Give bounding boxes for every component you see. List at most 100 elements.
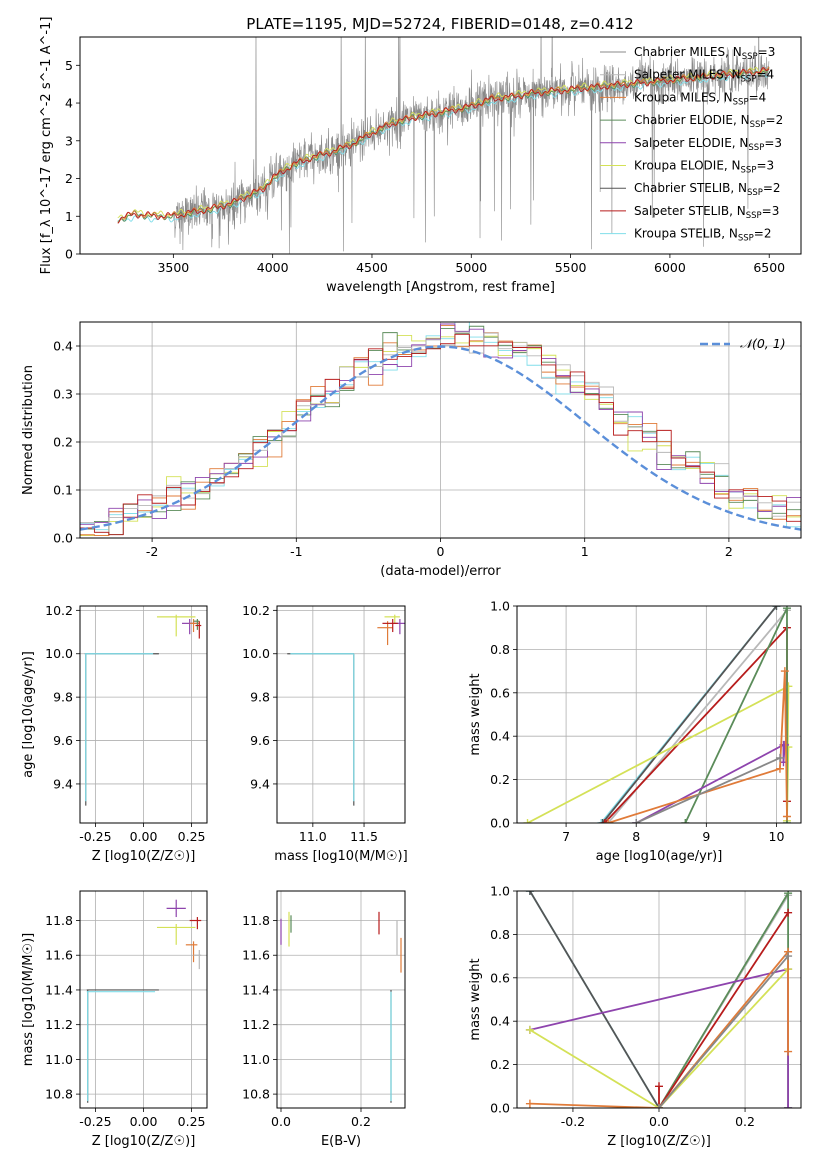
- mass-weight-marker: [780, 667, 789, 676]
- y-tick-label: 10.8: [45, 1087, 73, 1102]
- y-tick-label: 0.2: [490, 1057, 510, 1072]
- mass-weight-line: [607, 671, 788, 823]
- mass-weight-line: [658, 912, 789, 1108]
- mass-weight-marker: [782, 606, 791, 613]
- x-tick-label: -0.25: [79, 829, 111, 844]
- plots-group: 3500 4000 4500 5000 5500 6000 6500 0 1 2 3 4 5 wavele…: [21, 17, 802, 1149]
- y-tick-label: 9.4: [250, 776, 270, 791]
- axes-frame: [79, 36, 802, 255]
- x-tick-label: -1: [290, 544, 302, 559]
- x-axis-label: Z [log10(Z/Z☉)]: [92, 849, 196, 864]
- x-tick-label: 0.0: [649, 1114, 669, 1129]
- y-tick-label: 0: [65, 247, 73, 262]
- y-tick-label: 5: [65, 58, 73, 73]
- mass-weight-line: [529, 949, 789, 1108]
- y-tick-label: 0.8: [490, 927, 510, 942]
- y-tick-label: 9.6: [53, 733, 73, 748]
- mass-weight-marker: [784, 1047, 793, 1056]
- mass-weight-line: [635, 743, 786, 823]
- panel-age-vs-mass: 11.0 11.5 9.4 9.6 9.8 10.0 10.2 mass [log10(M/M…: [242, 603, 408, 864]
- y-tick-label: 9.4: [53, 776, 73, 791]
- legend-label: Salpeter MILES, NSSP=4: [634, 68, 774, 85]
- axes-frame: [79, 321, 802, 539]
- x-tick-label: 4500: [356, 260, 388, 275]
- y-tick-label: 11.0: [45, 1052, 73, 1067]
- panel-mass-weight-vs-Z: -0.2 0.0 0.2 0.0 0.2 0.4 0.6 0.8 1.0 Z [log10(Z/Z…: [468, 884, 802, 1149]
- mass-weight-line: [529, 891, 660, 1108]
- mass-weight-marker: [523, 819, 532, 823]
- y-tick-label: 0.4: [53, 339, 73, 354]
- mass-weight-marker: [784, 952, 793, 961]
- panel-mass-weight-vs-age: 7 8 9 10 0.0 0.2 0.4 0.6 0.8 1.0 age [log10(age/yr…: [468, 599, 802, 864]
- mass-weight-line: [635, 757, 781, 823]
- y-tick-label: 0.6: [490, 685, 510, 700]
- x-tick-label: 9: [702, 829, 710, 844]
- grid-lines: [517, 605, 801, 824]
- y-tick-label: 0.8: [490, 642, 510, 657]
- grid-lines: [80, 891, 207, 1108]
- x-tick-label: -2: [146, 544, 158, 559]
- y-axis-label: age [log10(age/yr)]: [21, 651, 36, 778]
- x-tick-label: 6000: [654, 260, 686, 275]
- mass-weight-marker: [784, 891, 793, 898]
- y-axis-label: mass weight: [468, 958, 483, 1040]
- y-tick-label: 11.6: [45, 948, 73, 963]
- x-tick-label: 8: [632, 829, 640, 844]
- histogram-step-line: [80, 333, 801, 538]
- x-tick-label: 0.2: [735, 1114, 755, 1129]
- legend-label: Chabrier MILES, NSSP=3: [634, 45, 775, 62]
- y-tick-label: 0.3: [53, 387, 73, 402]
- mass-weight-marker: [784, 1104, 793, 1108]
- mass-weight-marker: [597, 819, 606, 823]
- x-tick-label: -0.2: [561, 1114, 585, 1129]
- y-tick-label: 0.0: [490, 816, 510, 831]
- data-marks: [523, 606, 793, 823]
- axes-frame: [79, 890, 208, 1109]
- x-tick-label: 10: [769, 829, 785, 844]
- x-axis-label: E(B-V): [321, 1134, 361, 1149]
- y-tick-label: 9.6: [250, 733, 270, 748]
- x-axis-label: (data-model)/error: [380, 564, 501, 579]
- x-tick-label: 0.25: [178, 829, 206, 844]
- mass-weight-marker: [525, 1099, 534, 1108]
- y-axis-label: mass weight: [468, 673, 483, 755]
- y-tick-label: 0.2: [53, 435, 73, 450]
- mass-weight-marker: [775, 764, 784, 773]
- y-axis-label: Normed distribution: [21, 365, 36, 495]
- mass-weight-line: [684, 607, 788, 823]
- legend-label: Salpeter ELODIE, NSSP=3: [634, 136, 782, 153]
- y-tick-label: 1.0: [490, 884, 510, 899]
- mass-weight-line: [529, 968, 789, 1108]
- mass-weight-marker: [600, 819, 609, 823]
- x-tick-label: 0: [437, 544, 445, 559]
- y-tick-label: 10.0: [45, 646, 73, 661]
- y-tick-label: 10.0: [242, 646, 270, 661]
- model-fit-line: [117, 67, 770, 224]
- histogram-step-line: [80, 323, 801, 538]
- figure-title: PLATE=1195, MJD=52724, FIBERID=0148, z=0…: [246, 15, 633, 33]
- panel-spectrum: 3500 4000 4500 5000 5500 6000 6500 0 1 2 3 4 5 wavele…: [39, 17, 802, 295]
- data-marks: [117, 37, 770, 254]
- grid-lines: [277, 606, 405, 823]
- y-tick-label: 11.0: [242, 1052, 270, 1067]
- legend: Chabrier MILES, NSSP=3 Salpeter MILES, NS…: [600, 45, 783, 244]
- x-tick-label: 0.2: [351, 1114, 371, 1129]
- y-tick-label: 11.8: [242, 913, 270, 928]
- y-tick-label: 1.0: [490, 599, 510, 614]
- y-tick-label: 0.4: [490, 729, 510, 744]
- x-tick-label: 0.00: [130, 1114, 158, 1129]
- x-axis-label: age [log10(age/yr)]: [596, 849, 723, 864]
- x-tick-label: 2: [725, 544, 733, 559]
- axes-frame: [516, 890, 802, 1109]
- y-tick-label: 11.4: [242, 982, 270, 997]
- x-axis-label: Z [log10(Z/Z☉)]: [92, 1134, 196, 1149]
- y-axis-label: mass [log10(M/M☉)]: [21, 933, 36, 1066]
- y-tick-label: 9.8: [53, 690, 73, 705]
- x-tick-label: 3500: [157, 260, 189, 275]
- x-tick-label: 0.00: [130, 829, 158, 844]
- y-tick-label: 0.1: [53, 483, 73, 498]
- legend-label: Chabrier ELODIE, NSSP=2: [634, 113, 783, 130]
- y-tick-label: 10.8: [242, 1087, 270, 1102]
- mass-weight-line: [601, 606, 778, 823]
